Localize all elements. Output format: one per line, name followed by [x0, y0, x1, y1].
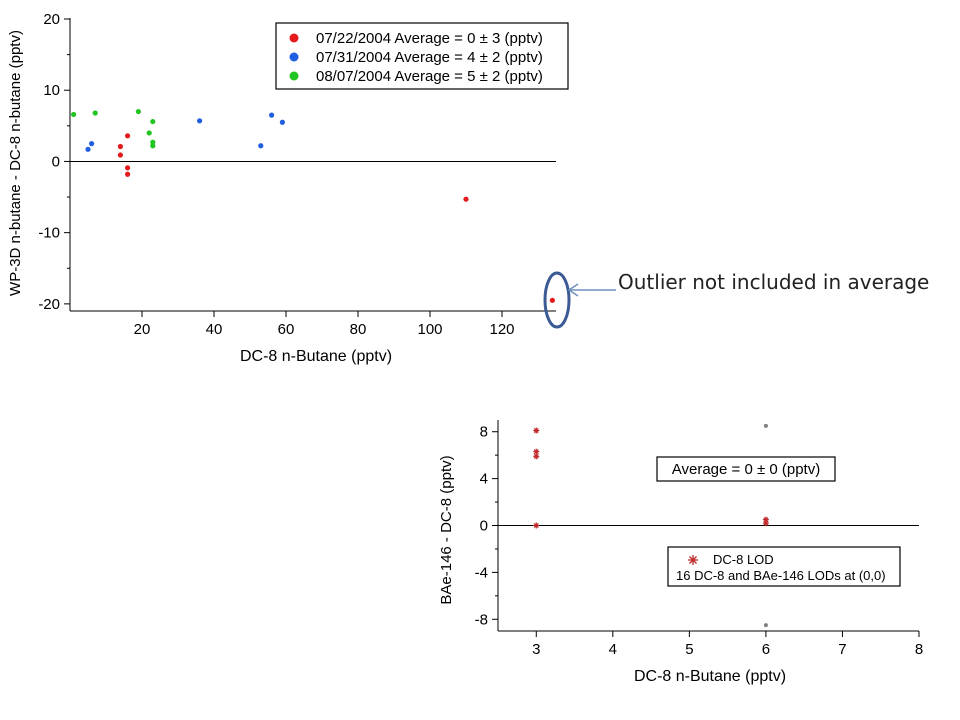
legend-asterisk-icon [688, 555, 698, 565]
chart-1-point [258, 143, 264, 149]
chart-1-x-tick-label: 60 [278, 321, 295, 338]
chart-1-x-tick-label: 20 [134, 321, 151, 338]
chart-1-point [279, 119, 285, 125]
chart-1-point [125, 171, 131, 177]
outlier-highlight-ellipse [543, 271, 571, 329]
chart-2-y-tick-label: 8 [480, 424, 488, 441]
chart-2-point [533, 453, 540, 460]
chart-2-x-tick-label: 4 [609, 641, 617, 658]
legend-label-0731: 07/31/2004 Average = 4 ± 2 (pptv) [316, 49, 543, 66]
chart-1-y-tick-label: -10 [38, 225, 60, 242]
outlier-arrow-icon [567, 283, 616, 297]
chart-2-legend: DC-8 LOD 16 DC-8 and BAe-146 LODs at (0,… [667, 546, 901, 587]
chart-1-legend-box [275, 22, 569, 90]
chart-1-x-tick-label: 40 [206, 321, 223, 338]
chart-1-point [125, 165, 131, 171]
chart-2-y-tick-label: -4 [475, 564, 488, 581]
chart-2-x-tick-label: 3 [532, 641, 540, 658]
chart-2: 8 4 0 -4 -8 3 4 5 6 7 8 DC-8 n-Butane (pptv) BAe-1… [438, 420, 923, 685]
chart-2-legend-series-label: DC-8 LOD [713, 552, 774, 567]
chart-2-y-axis-label: BAe-146 - DC-8 (pptv) [438, 455, 455, 604]
chart-1-point [117, 143, 123, 150]
chart-1-point [269, 112, 275, 118]
chart-1-point [92, 110, 98, 116]
chart-2-points [533, 423, 769, 628]
chart-1-point [146, 130, 152, 136]
chart-1-points [71, 108, 556, 303]
chart-1-x-tick-label: 80 [350, 321, 367, 338]
chart-1-point [549, 297, 556, 303]
chart-2-x-tick-label: 8 [915, 641, 923, 658]
chart-1-y-tick-label: -20 [38, 296, 60, 313]
chart-1-x-tick-label: 100 [417, 321, 442, 338]
chart-1-point [117, 152, 123, 158]
chart-1-point [197, 118, 203, 124]
chart-1-legend: 07/22/2004 Average = 0 ± 3 (pptv) 07/31/… [275, 22, 569, 90]
chart-1-point [150, 143, 156, 149]
chart-2-legend-box [667, 546, 901, 587]
legend-label-0807: 08/07/2004 Average = 5 ± 2 (pptv) [316, 68, 543, 85]
legend-marker-0731 [289, 52, 299, 62]
chart-1-point [150, 139, 156, 145]
chart-2-point [763, 423, 768, 428]
chart-2-point [533, 427, 540, 434]
chart-1-y-axis-label: WP-3D n-butane - DC-8 n-butane (pptv) [7, 30, 24, 296]
chart-1-point [125, 133, 131, 139]
chart-1-y-tick-label: 20 [43, 11, 60, 28]
chart-2-point [533, 448, 540, 455]
chart-2-y-tick-label: 4 [480, 471, 488, 488]
chart-1-y-tick-label: 10 [43, 82, 60, 99]
chart-1-y-tick-label: 0 [52, 153, 60, 170]
chart-2-point [533, 522, 540, 529]
legend-marker-0807 [289, 71, 299, 81]
chart-1-point [71, 111, 77, 118]
chart-1-point [463, 196, 469, 202]
chart-2-axes: 8 4 0 -4 -8 3 4 5 6 7 8 [475, 420, 923, 658]
chart-1-x-axis-label: DC-8 n-Butane (pptv) [240, 348, 392, 365]
chart-2-x-tick-label: 5 [685, 641, 693, 658]
chart-1-point [85, 146, 91, 152]
chart-1-point [150, 118, 156, 125]
chart-1-point [135, 108, 141, 115]
chart-2-average-box [656, 456, 836, 482]
chart-2-x-axis-label: DC-8 n-Butane (pptv) [634, 668, 786, 685]
chart-2-legend-note: 16 DC-8 and BAe-146 LODs at (0,0) [676, 568, 886, 583]
chart-2-point [763, 623, 768, 628]
legend-label-0722: 07/22/2004 Average = 0 ± 3 (pptv) [316, 30, 543, 47]
chart-2-x-tick-label: 6 [762, 641, 770, 658]
chart-2-average-label: Average = 0 ± 0 (pptv) [672, 461, 820, 478]
chart-1-point [89, 141, 95, 147]
chart-2-y-tick-label: -8 [475, 611, 488, 628]
chart-2-point [762, 520, 769, 527]
outlier-annotation: Outlier not included in average [618, 270, 930, 294]
legend-marker-0722 [289, 33, 299, 43]
chart-2-y-tick-label: 0 [480, 518, 488, 535]
chart-2-x-tick-label: 7 [838, 641, 846, 658]
chart-1-x-tick-label: 120 [489, 321, 514, 338]
